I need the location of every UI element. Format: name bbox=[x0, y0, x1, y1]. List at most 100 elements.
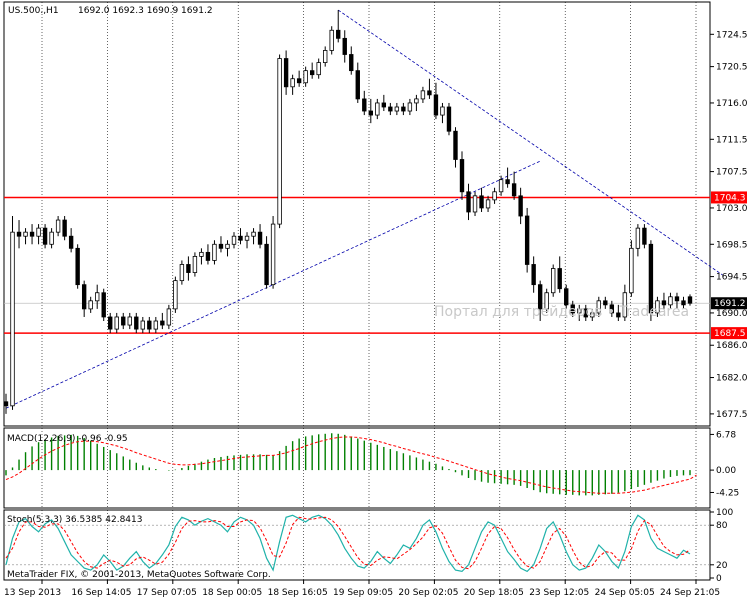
stoch-label: Stoch(5,3,3) 36.5385 42.8413 bbox=[7, 515, 142, 525]
candle-body bbox=[3, 401, 9, 407]
candle-body bbox=[134, 316, 139, 330]
candle-body bbox=[511, 183, 517, 197]
candle-body bbox=[199, 251, 204, 257]
stoch-main-line bbox=[5, 514, 691, 573]
candle-body bbox=[336, 29, 341, 39]
symbol-label: US.500.,H1 bbox=[8, 6, 59, 16]
candle-body bbox=[186, 264, 191, 273]
candle-body bbox=[75, 247, 80, 286]
candle-body bbox=[362, 98, 367, 112]
candle-body bbox=[23, 231, 28, 237]
candle-body bbox=[81, 284, 87, 310]
price-y-tick-label: 1707.5 bbox=[716, 168, 748, 178]
price-y-tick-label: 1686.0 bbox=[716, 341, 748, 351]
candle-body bbox=[407, 102, 413, 112]
candles bbox=[3, 10, 693, 414]
candle-body bbox=[316, 62, 321, 76]
price-y-tick-label: 1698.5 bbox=[716, 240, 748, 250]
candle-body bbox=[323, 50, 328, 63]
candle-body bbox=[603, 300, 608, 306]
candle-body bbox=[440, 106, 445, 116]
candle-body bbox=[420, 90, 426, 100]
price-panel-frame bbox=[3, 1, 711, 427]
candle-body bbox=[479, 195, 484, 209]
candle-body bbox=[381, 102, 387, 108]
price-y-tick-label: 1711.5 bbox=[716, 135, 748, 145]
copyright-text: MetaTrader FIX, © 2001-2013, MetaQuotes … bbox=[7, 570, 271, 580]
candle-body bbox=[544, 292, 549, 310]
macd-panel-frame bbox=[3, 427, 711, 509]
candle-body bbox=[394, 106, 400, 112]
candle-body bbox=[244, 235, 250, 241]
candle-body bbox=[661, 300, 667, 306]
stoch-y-tick-label: 0 bbox=[716, 574, 722, 584]
candle-body bbox=[596, 300, 601, 314]
candle-body bbox=[401, 106, 406, 112]
x-tick-label: 18 Sep 00:05 bbox=[202, 588, 262, 598]
candle-body bbox=[590, 312, 595, 318]
price-y-tick-label: 1677.5 bbox=[716, 410, 748, 420]
candle-body bbox=[290, 78, 295, 88]
level-tag bbox=[711, 327, 747, 340]
candle-body bbox=[251, 231, 256, 237]
stochastic-series bbox=[5, 514, 691, 573]
candle-body bbox=[433, 94, 439, 116]
candle-body bbox=[459, 159, 465, 193]
candle-body bbox=[427, 90, 432, 96]
levels: 1704.3 1687.5 1691.2 bbox=[4, 191, 747, 340]
stoch-y-tick-label: 80 bbox=[716, 521, 728, 531]
candle-body bbox=[225, 243, 230, 249]
candle-body bbox=[296, 78, 302, 84]
candle-body bbox=[453, 130, 458, 160]
candle-body bbox=[329, 29, 334, 51]
candle-body bbox=[570, 304, 575, 314]
candle-body bbox=[10, 231, 15, 407]
candle-body bbox=[231, 235, 237, 245]
candle-body bbox=[642, 227, 647, 245]
macd-label: MACD(12,26,9) -0.96 -0.95 bbox=[7, 434, 128, 444]
candle-body bbox=[531, 264, 536, 286]
candle-body bbox=[577, 308, 582, 314]
candle-body bbox=[29, 231, 35, 237]
candle-body bbox=[472, 195, 478, 213]
candle-body bbox=[551, 268, 556, 294]
level-tag-label: 1687.5 bbox=[714, 329, 746, 339]
candle-body bbox=[108, 316, 113, 330]
candle-body bbox=[564, 288, 569, 306]
price-y-tick-label: 1694.5 bbox=[716, 273, 748, 283]
candle-body bbox=[505, 179, 510, 185]
candle-body bbox=[681, 300, 686, 306]
candle-body bbox=[62, 219, 67, 237]
candle-body bbox=[629, 247, 634, 294]
candle-body bbox=[68, 235, 74, 249]
candle-body bbox=[414, 98, 419, 104]
level-tag-label: 1704.3 bbox=[714, 193, 746, 203]
macd-y-tick-label: -4.25 bbox=[716, 488, 739, 498]
candle-body bbox=[257, 231, 263, 245]
current-price-tag-label: 1691.2 bbox=[714, 299, 746, 309]
price-y-tick-label: 1690.0 bbox=[716, 309, 748, 319]
candle-body bbox=[609, 304, 615, 314]
current-price-tag bbox=[711, 297, 747, 310]
candle-body bbox=[498, 179, 504, 193]
trendlines[interactable] bbox=[5, 9, 723, 409]
candle-body bbox=[42, 227, 48, 245]
stoch-signal-line bbox=[5, 516, 691, 570]
candle-body bbox=[655, 300, 660, 314]
candle-body bbox=[147, 320, 152, 330]
stoch-y-tick-label: 100 bbox=[716, 508, 733, 518]
candle-body bbox=[466, 191, 471, 213]
candle-body bbox=[173, 280, 178, 310]
price-y-tick-label: 1703.0 bbox=[716, 204, 748, 214]
candle-body bbox=[303, 70, 308, 84]
candle-body bbox=[518, 195, 523, 217]
level-tag bbox=[711, 191, 747, 204]
watermark: Портал для трейдеров • Tradearea bbox=[434, 304, 689, 320]
x-tick-label: 19 Sep 09:05 bbox=[333, 588, 393, 598]
candle-body bbox=[277, 58, 282, 225]
x-tick-label: 20 Sep 02:05 bbox=[398, 588, 458, 598]
macd-y-tick-label: 0.00 bbox=[716, 466, 736, 476]
candle-body bbox=[368, 110, 373, 116]
